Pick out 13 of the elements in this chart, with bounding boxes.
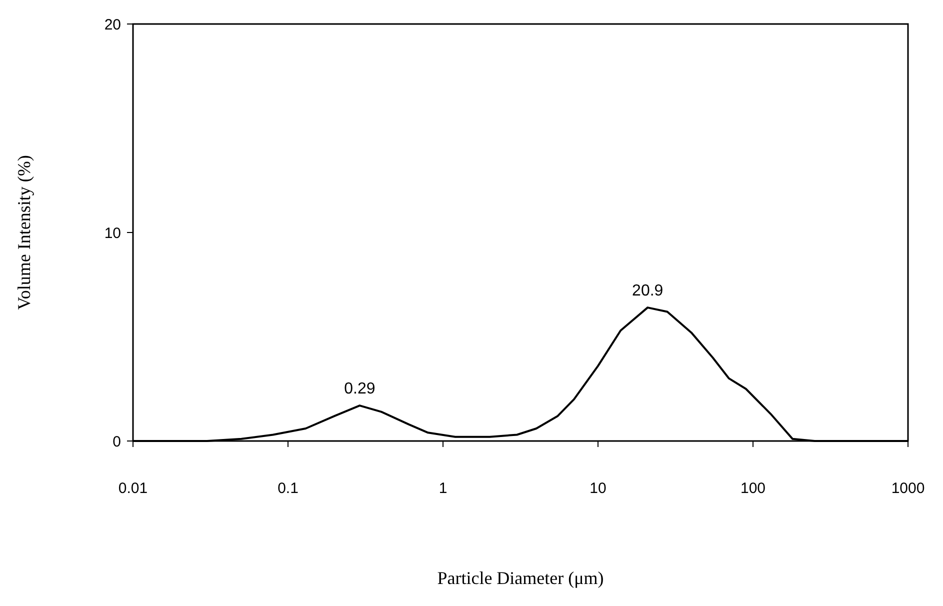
x-axis-title: Particle Diameter (μm) bbox=[437, 568, 604, 588]
x-tick-label: 1 bbox=[438, 480, 448, 497]
y-tick-label: 20 bbox=[104, 16, 121, 34]
annotation: 20.9 bbox=[632, 282, 664, 300]
x-tick-label: 0.1 bbox=[278, 480, 298, 497]
x-tick-label: 100 bbox=[740, 480, 766, 497]
y-axis-title: Volume Intensity (%) bbox=[14, 155, 34, 310]
x-tick-label: 1000 bbox=[891, 480, 925, 497]
x-tick-label: 10 bbox=[590, 480, 606, 497]
y-tick-label: 0 bbox=[112, 433, 121, 450]
x-tick-label: 0.01 bbox=[118, 480, 148, 497]
annotation: 0.29 bbox=[344, 380, 376, 398]
y-tick-label: 10 bbox=[104, 224, 121, 242]
